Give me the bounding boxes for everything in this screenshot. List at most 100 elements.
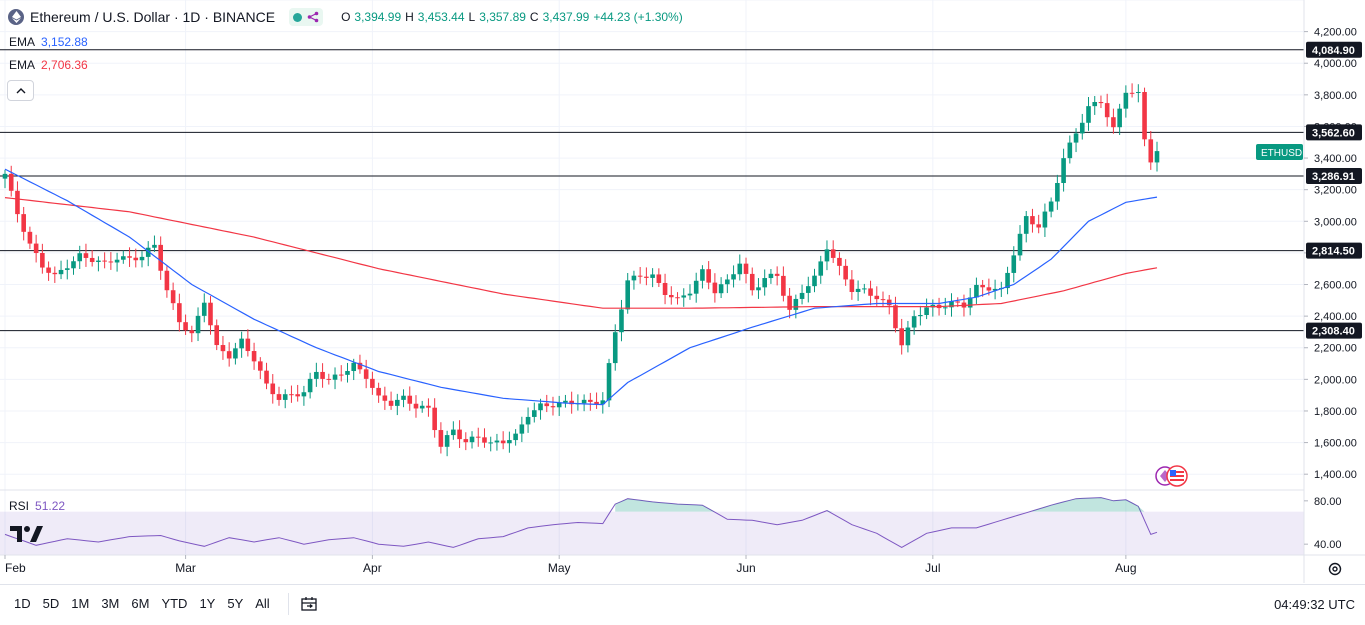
candle-body[interactable] (307, 378, 313, 393)
candle-body[interactable] (974, 284, 979, 298)
symbol-title[interactable]: Ethereum / U.S. Dollar · 1D · BINANCE (30, 9, 276, 25)
candle-body[interactable] (1111, 117, 1116, 128)
candle-body[interactable] (276, 394, 282, 400)
candle-body[interactable] (158, 244, 163, 271)
candle-body[interactable] (725, 279, 730, 285)
candle-body[interactable] (183, 322, 188, 331)
level-price-tag[interactable] (1306, 41, 1362, 58)
tradingview-logo-icon[interactable] (10, 522, 44, 544)
candle-body[interactable] (588, 399, 593, 402)
level-price-tag[interactable] (1306, 124, 1362, 141)
candle-body[interactable] (114, 259, 120, 263)
candle-body[interactable] (637, 275, 643, 277)
candle-body[interactable] (687, 293, 693, 296)
candle-body[interactable] (1129, 92, 1135, 94)
candle-body[interactable] (1123, 92, 1129, 109)
candle-body[interactable] (89, 257, 95, 262)
candle-body[interactable] (955, 301, 961, 303)
candle-body[interactable] (46, 267, 51, 273)
candle-body[interactable] (226, 351, 232, 359)
candle-body[interactable] (295, 394, 300, 397)
candle-body[interactable] (743, 263, 749, 274)
candle-body[interactable] (457, 429, 462, 440)
range-6m-button[interactable]: 6M (131, 596, 150, 611)
candle-body[interactable] (531, 410, 537, 417)
candle-body[interactable] (781, 275, 786, 296)
candle-body[interactable] (668, 294, 674, 298)
candle-body[interactable] (581, 399, 587, 404)
candle-body[interactable] (762, 278, 767, 288)
candle-body[interactable] (594, 401, 599, 405)
candle-body[interactable] (612, 332, 618, 364)
candle-body[interactable] (270, 383, 276, 395)
candle-body[interactable] (793, 298, 799, 310)
price-axis[interactable] (1304, 0, 1365, 583)
candle-body[interactable] (201, 302, 207, 316)
candle-body[interactable] (208, 302, 213, 326)
candle-body[interactable] (830, 249, 836, 258)
candle-body[interactable] (886, 299, 892, 306)
candle-body[interactable] (83, 253, 89, 258)
candle-body[interactable] (320, 371, 325, 379)
candle-body[interactable] (220, 345, 226, 352)
candle-body[interactable] (189, 330, 195, 334)
range-5d-button[interactable]: 5D (42, 596, 60, 611)
candle-body[interactable] (407, 395, 413, 404)
candle-body[interactable] (662, 282, 668, 295)
candle-body[interactable] (102, 260, 107, 262)
candle-body[interactable] (1142, 91, 1147, 140)
candle-body[interactable] (401, 395, 406, 400)
candle-body[interactable] (563, 400, 568, 403)
candle-body[interactable] (139, 256, 145, 261)
candle-body[interactable] (911, 316, 917, 328)
level-price-tag[interactable] (1306, 322, 1362, 339)
candle-body[interactable] (363, 369, 369, 379)
level-price-tag[interactable] (1306, 167, 1362, 184)
candle-body[interactable] (1011, 255, 1017, 273)
candle-body[interactable] (413, 403, 419, 409)
candle-body[interactable] (1073, 133, 1079, 143)
candle-body[interactable] (855, 288, 861, 292)
status-badge-group[interactable] (289, 8, 324, 26)
candle-body[interactable] (799, 292, 805, 299)
candle-body[interactable] (837, 257, 842, 266)
candle-body[interactable] (1048, 201, 1054, 212)
candle-body[interactable] (1067, 142, 1073, 159)
range-1d-button[interactable]: 1D (14, 596, 31, 611)
candle-body[interactable] (650, 274, 655, 278)
candle-body[interactable] (170, 290, 176, 304)
candle-body[interactable] (992, 288, 998, 291)
candle-body[interactable] (1042, 211, 1048, 228)
candle-body[interactable] (718, 284, 724, 294)
range-all-button[interactable]: All (255, 596, 270, 611)
candle-body[interactable] (824, 249, 830, 262)
candle-body[interactable] (700, 269, 705, 281)
range-1y-button[interactable]: 1Y (199, 596, 216, 611)
candle-body[interactable] (494, 440, 500, 443)
candle-body[interactable] (2, 173, 8, 179)
range-1m-button[interactable]: 1M (71, 596, 90, 611)
candle-body[interactable] (569, 400, 574, 405)
candle-body[interactable] (345, 371, 350, 375)
candle-body[interactable] (388, 400, 394, 406)
candle-body[interactable] (482, 437, 487, 443)
candle-body[interactable] (351, 362, 357, 372)
candle-body[interactable] (133, 257, 139, 261)
candle-body[interactable] (21, 214, 26, 232)
candle-body[interactable] (737, 263, 743, 275)
candle-body[interactable] (195, 315, 201, 334)
ema-slow-legend[interactable]: EMA 2,706.36 (9, 57, 88, 73)
candle-body[interactable] (1023, 216, 1029, 234)
candle-body[interactable] (868, 288, 873, 296)
candle-body[interactable] (1092, 102, 1098, 107)
candle-body[interactable] (1086, 106, 1091, 123)
utc-clock[interactable]: 04:49:32 UTC (1274, 596, 1355, 612)
candle-body[interactable] (245, 338, 251, 352)
last-price-tag[interactable] (1256, 144, 1303, 161)
candle-body[interactable] (357, 362, 363, 370)
candle-body[interactable] (326, 378, 332, 380)
candle-body[interactable] (1104, 103, 1110, 118)
candle-body[interactable] (338, 374, 344, 376)
candle-body[interactable] (40, 253, 45, 268)
